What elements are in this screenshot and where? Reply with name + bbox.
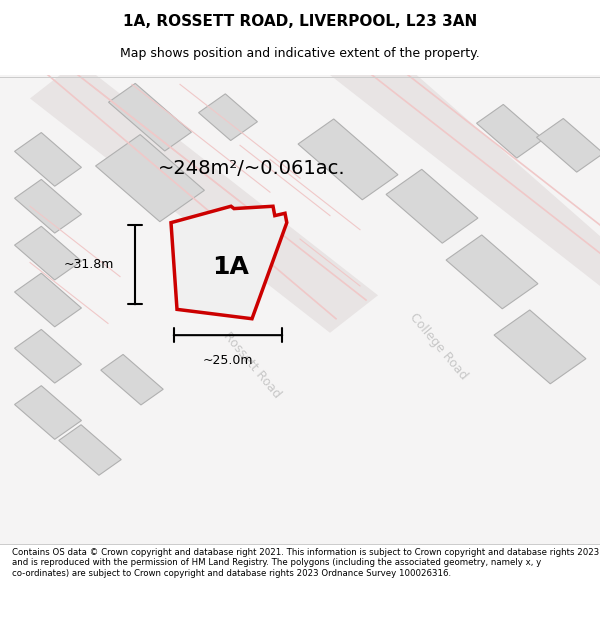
Polygon shape <box>95 134 205 222</box>
Text: ~248m²/~0.061ac.: ~248m²/~0.061ac. <box>158 159 346 178</box>
Text: Map shows position and indicative extent of the property.: Map shows position and indicative extent… <box>120 48 480 61</box>
Polygon shape <box>536 119 600 172</box>
Polygon shape <box>330 51 600 309</box>
Polygon shape <box>494 310 586 384</box>
Polygon shape <box>59 425 121 475</box>
Polygon shape <box>109 83 191 151</box>
Polygon shape <box>14 273 82 327</box>
Polygon shape <box>446 235 538 309</box>
Text: Rossett Road: Rossett Road <box>221 330 283 401</box>
Polygon shape <box>14 226 82 280</box>
Polygon shape <box>30 61 378 333</box>
Polygon shape <box>171 206 287 319</box>
Text: ~31.8m: ~31.8m <box>64 258 114 271</box>
Text: Contains OS data © Crown copyright and database right 2021. This information is : Contains OS data © Crown copyright and d… <box>12 548 599 578</box>
Polygon shape <box>14 329 82 383</box>
Polygon shape <box>476 104 544 158</box>
Text: 1A, ROSSETT ROAD, LIVERPOOL, L23 3AN: 1A, ROSSETT ROAD, LIVERPOOL, L23 3AN <box>123 14 477 29</box>
Polygon shape <box>199 94 257 141</box>
Text: 1A: 1A <box>212 255 250 279</box>
Text: ~25.0m: ~25.0m <box>203 354 253 367</box>
Polygon shape <box>14 386 82 439</box>
Text: College Road: College Road <box>407 311 469 382</box>
Polygon shape <box>14 132 82 186</box>
Polygon shape <box>14 179 82 233</box>
Polygon shape <box>101 354 163 405</box>
Polygon shape <box>386 169 478 243</box>
Polygon shape <box>298 119 398 200</box>
